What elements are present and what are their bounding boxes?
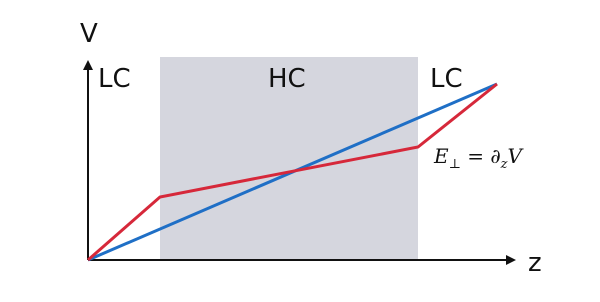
eq-part: ⊥ <box>449 157 461 172</box>
x-label: z <box>528 248 542 278</box>
hc-region <box>160 57 418 260</box>
region-label: LC <box>430 64 463 94</box>
red-line <box>87 82 498 262</box>
y-label: V <box>80 19 98 49</box>
eq-part: = ∂ <box>461 144 501 168</box>
region-label: HC <box>268 64 306 94</box>
equation: E⊥ = ∂zV <box>433 144 525 172</box>
eq-part: E <box>433 144 449 168</box>
eq-part: z <box>500 157 508 172</box>
region-label: LC <box>98 64 131 94</box>
eq-part: V <box>508 144 525 168</box>
